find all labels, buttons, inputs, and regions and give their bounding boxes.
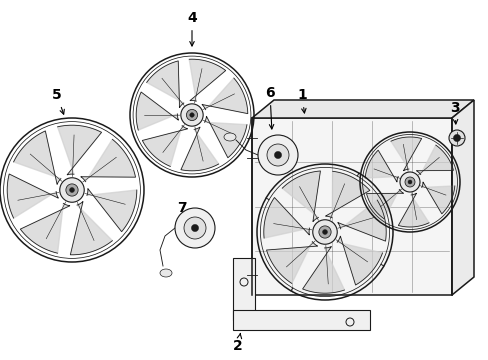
Polygon shape xyxy=(398,193,428,227)
Circle shape xyxy=(312,220,337,244)
Polygon shape xyxy=(87,189,137,231)
Circle shape xyxy=(266,144,288,166)
Polygon shape xyxy=(81,139,135,182)
Polygon shape xyxy=(20,203,70,253)
Polygon shape xyxy=(146,61,183,108)
Circle shape xyxy=(452,134,460,141)
Circle shape xyxy=(66,184,78,196)
Circle shape xyxy=(181,104,203,126)
Polygon shape xyxy=(181,127,218,171)
Text: 1: 1 xyxy=(297,88,306,113)
Ellipse shape xyxy=(224,133,236,141)
Text: 5: 5 xyxy=(52,88,64,114)
Polygon shape xyxy=(14,131,61,184)
Circle shape xyxy=(69,188,74,193)
Circle shape xyxy=(186,109,197,121)
Polygon shape xyxy=(202,78,247,114)
Polygon shape xyxy=(263,198,309,238)
Polygon shape xyxy=(337,200,386,241)
Polygon shape xyxy=(232,258,254,320)
Ellipse shape xyxy=(160,269,172,277)
Polygon shape xyxy=(325,171,369,218)
Polygon shape xyxy=(189,59,225,101)
Polygon shape xyxy=(266,242,317,283)
Polygon shape xyxy=(251,118,451,295)
Polygon shape xyxy=(251,100,473,118)
Polygon shape xyxy=(416,145,452,175)
Polygon shape xyxy=(232,310,369,330)
Polygon shape xyxy=(136,92,178,130)
Circle shape xyxy=(175,208,215,248)
Circle shape xyxy=(448,130,464,146)
Circle shape xyxy=(274,152,281,159)
Polygon shape xyxy=(366,189,403,219)
Polygon shape xyxy=(70,202,112,255)
Polygon shape xyxy=(142,126,187,166)
Circle shape xyxy=(183,217,205,239)
Circle shape xyxy=(60,178,84,202)
Text: 2: 2 xyxy=(233,333,243,353)
Circle shape xyxy=(189,113,194,117)
Circle shape xyxy=(404,177,414,187)
Polygon shape xyxy=(58,125,102,175)
Polygon shape xyxy=(451,100,473,295)
Circle shape xyxy=(322,230,327,234)
Text: 6: 6 xyxy=(264,86,274,129)
Text: 4: 4 xyxy=(187,11,197,46)
Polygon shape xyxy=(365,150,397,182)
Circle shape xyxy=(318,226,330,238)
Polygon shape xyxy=(421,182,454,214)
Polygon shape xyxy=(302,247,344,293)
Polygon shape xyxy=(337,236,382,285)
Polygon shape xyxy=(282,171,320,222)
Circle shape xyxy=(258,135,297,175)
Polygon shape xyxy=(7,174,58,218)
Text: 7: 7 xyxy=(177,201,191,221)
Circle shape xyxy=(399,172,419,192)
Polygon shape xyxy=(390,137,421,171)
Circle shape xyxy=(407,180,411,184)
Text: 3: 3 xyxy=(449,101,459,124)
Circle shape xyxy=(191,224,198,231)
Polygon shape xyxy=(204,116,246,158)
